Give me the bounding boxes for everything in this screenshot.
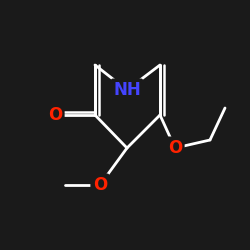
Text: NH: NH xyxy=(113,81,141,99)
Text: O: O xyxy=(48,106,62,124)
Text: O: O xyxy=(168,139,182,157)
Text: O: O xyxy=(93,176,107,194)
